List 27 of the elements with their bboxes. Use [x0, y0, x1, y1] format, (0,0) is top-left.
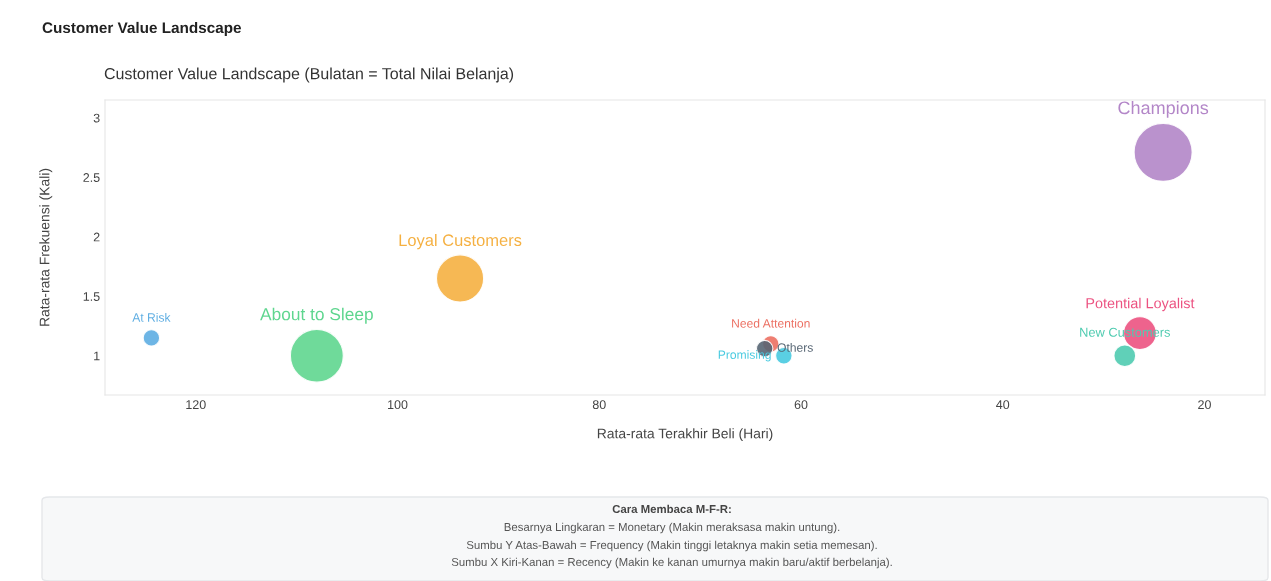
text: Sumbu X Kiri-Kanan = Recency (Makin ke kanan umurnya makin baru/aktif berbelanja). [451, 557, 892, 569]
x-tick-label: 100 [388, 400, 408, 410]
y-tick-label: 1 [94, 351, 100, 361]
series-label: At Risk [132, 312, 171, 322]
x-tick-label: 20 [1198, 400, 1211, 410]
y-tick-label: 2 [93, 232, 100, 242]
chart-title: Customer Value Landscape (Bulatan = Total Nilai Belanja) [104, 67, 514, 83]
x-tick-label: 120 [186, 400, 206, 410]
series-label: Need Attention [732, 318, 810, 328]
series-label: Potential Loyalist [1086, 297, 1195, 312]
x-axis-title: Rata-rata Terakhir Beli (Hari) [597, 428, 773, 442]
x-tick-label: 40 [996, 400, 1010, 410]
text: Besarnya Lingkaran = Monetary (Makin meraksasa makin untung). [504, 522, 840, 534]
series-label: Promising [718, 350, 771, 362]
y-tick-label: 2.5 [83, 173, 100, 182]
x-tick-label: 80 [592, 400, 606, 410]
text: Sumbu Y Atas-Bawah = Frequency (Makin tinggi letaknya makin setia memesan). [466, 540, 877, 552]
y-tick-label: 1.5 [83, 292, 100, 301]
series-label: Others [777, 342, 813, 352]
series-label: Champions [1118, 100, 1209, 118]
series-label: About to Sleep [260, 307, 373, 324]
x-tick-label: 60 [794, 400, 808, 410]
text: Cara Membaca M-F-R: [612, 504, 731, 514]
series-label: Loyal Customers [399, 233, 522, 250]
y-tick-label: 3 [93, 113, 100, 123]
y-axis-title: Rata-rata Frekuensi (Kali) [39, 168, 53, 326]
chart-subtitle: Customer Value Landscape [42, 21, 242, 37]
